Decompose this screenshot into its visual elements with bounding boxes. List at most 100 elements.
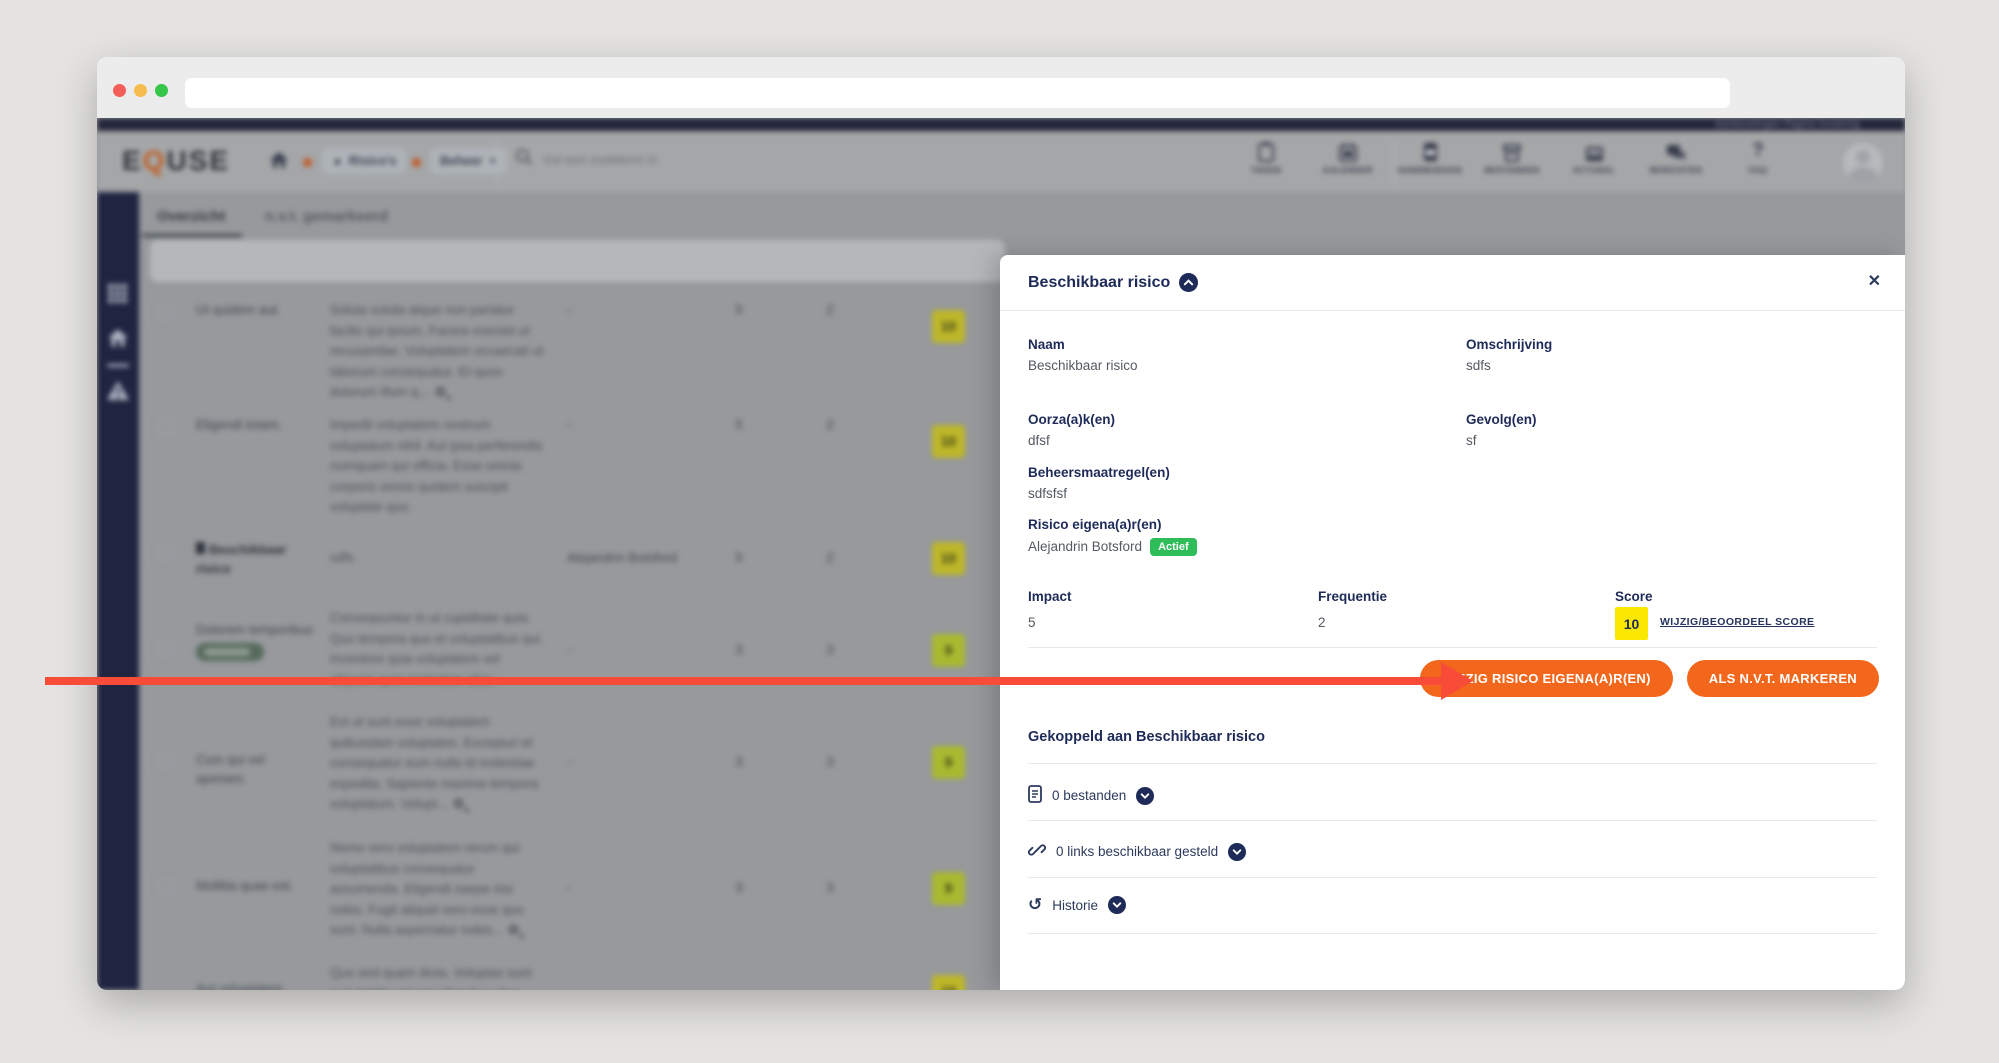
als-nvt-markeren-button[interactable]: ALS N.V.T. MARKEREN xyxy=(1686,660,1879,697)
risk-name[interactable]: Dolorem temporibus xyxy=(196,620,316,666)
logo-q: Q xyxy=(142,145,167,176)
risk-frequency: 2 xyxy=(826,550,834,565)
top-strip: Aanbevelingen Pagina Invoering xyxy=(97,118,1905,131)
chevron-down-icon[interactable] xyxy=(1228,842,1247,861)
search-icon xyxy=(515,148,533,171)
risk-name[interactable]: Ut quidem aut. xyxy=(196,302,281,317)
magnifier-icon[interactable] xyxy=(435,387,445,396)
document-icon xyxy=(196,542,205,554)
user-avatar[interactable] xyxy=(1843,143,1883,183)
bestanden-collapse-row[interactable]: 0 bestanden xyxy=(1028,785,1155,806)
row-checkbox[interactable] xyxy=(157,752,174,769)
tab-active-underline xyxy=(142,234,242,237)
risk-score-badge: 9 xyxy=(932,746,965,779)
close-icon[interactable]: ✕ xyxy=(1867,273,1881,290)
modal-divider xyxy=(1028,877,1877,878)
close-window-button[interactable] xyxy=(113,84,126,97)
risk-name[interactable]: Mollitia quae est. xyxy=(196,878,294,893)
toolbar-label: BERICHTEN xyxy=(1649,165,1703,175)
search-input[interactable]: Vul een zoekterm in xyxy=(515,148,657,171)
modal-divider xyxy=(1028,820,1877,821)
breadcrumb-beheer-dropdown[interactable]: Beheer ▼ xyxy=(430,148,508,174)
risk-description: sdfs xyxy=(330,550,354,565)
risico-eigenaar-value: Alejandrin Botsford Actief xyxy=(1028,538,1197,556)
breadcrumb-separator-dot xyxy=(412,158,421,167)
risk-description: Soluta soluta atque non pariatur facilis… xyxy=(330,302,544,399)
naam-label: Naam xyxy=(1028,337,1065,352)
question-mark-icon: ? xyxy=(1752,140,1764,161)
zoom-window-button[interactable] xyxy=(155,84,168,97)
link-icon xyxy=(1028,841,1046,862)
toolbar-item-kalender[interactable]: KALENDER xyxy=(1319,140,1377,175)
risk-score-badge: 10 xyxy=(932,425,965,458)
breadcrumb-risicos[interactable]: ▲ Risico's xyxy=(322,148,407,174)
row-checkbox[interactable] xyxy=(157,878,174,895)
risk-description: Impedit voluptatem nostrum voluptatum ni… xyxy=(330,417,543,514)
magnifier-icon[interactable] xyxy=(509,925,519,934)
search-placeholder: Vul een zoekterm in xyxy=(543,152,658,167)
top-strip-text: Aanbevelingen Pagina Invoering xyxy=(1715,119,1860,129)
browser-window: Aanbevelingen Pagina Invoering EQUSE ▲ R… xyxy=(97,57,1905,990)
risk-name[interactable]: Aut voluptatem xyxy=(196,981,283,990)
frequentie-value: 2 xyxy=(1318,615,1326,630)
score-label: Score xyxy=(1615,589,1653,604)
news-icon xyxy=(1585,140,1604,162)
toolbar-item-berichten[interactable]: BERICHTEN xyxy=(1647,140,1705,175)
magnifier-icon[interactable] xyxy=(454,799,464,808)
book-icon xyxy=(1423,140,1438,162)
minimize-window-button[interactable] xyxy=(134,84,147,97)
risk-impact: 5 xyxy=(735,302,743,317)
header-divider xyxy=(497,139,498,185)
beheersmaatregel-value: sdfsfsf xyxy=(1028,486,1068,501)
risk-frequency: 2 xyxy=(826,417,834,432)
sidebar-divider xyxy=(107,364,129,367)
modal-title: Beschikbaar risico xyxy=(1028,273,1199,292)
historie-collapse-row[interactable]: ↺ Historie xyxy=(1028,894,1127,915)
risk-name[interactable]: Beschikbaar risico xyxy=(196,542,287,576)
risk-score-badge: 9 xyxy=(932,634,965,667)
risk-name[interactable]: Eligendi totam. xyxy=(196,417,282,432)
file-icon xyxy=(1028,785,1042,806)
url-bar[interactable] xyxy=(185,78,1730,108)
risk-name[interactable]: Cum qui vel aperiam. xyxy=(196,752,265,786)
risk-owner: - xyxy=(567,417,572,432)
archive-box-icon xyxy=(1503,140,1521,162)
wijzig-beoordeel-score-link[interactable]: WIJZIG/BEOORDEEL SCORE xyxy=(1660,616,1815,628)
toolbar-item-taken[interactable]: TAKEN xyxy=(1237,140,1295,175)
warning-sidebar-icon[interactable] xyxy=(97,380,139,406)
tab-nvt-gemarkeerd[interactable]: n.v.t. gemarkeerd xyxy=(265,208,389,225)
row-checkbox[interactable] xyxy=(157,640,174,657)
modal-divider xyxy=(1028,933,1877,934)
risk-impact: 5 xyxy=(735,417,743,432)
risk-owner: - xyxy=(567,754,572,769)
grid-menu-icon[interactable] xyxy=(97,284,139,309)
links-label: 0 links beschikbaar gesteld xyxy=(1056,844,1219,859)
chevron-down-icon: ▼ xyxy=(488,156,498,166)
risk-score-badge: 10 xyxy=(932,975,965,990)
row-checkbox[interactable] xyxy=(157,544,174,561)
home-sidebar-icon[interactable] xyxy=(97,328,139,353)
risk-frequency: 3 xyxy=(826,880,834,895)
risk-description: Quo sed quam dicta. Voluptas sunt sed de… xyxy=(330,965,532,990)
tab-overzicht[interactable]: Overzicht xyxy=(157,208,226,225)
modal-divider xyxy=(1028,763,1877,764)
collapse-up-icon[interactable] xyxy=(1179,273,1199,292)
risk-impact: 3 xyxy=(735,754,743,769)
breadcrumb-beheer-label: Beheer xyxy=(440,154,483,168)
naam-value: Beschikbaar risico xyxy=(1028,358,1138,373)
toolbar-item-bestanden[interactable]: BESTANDEN xyxy=(1483,140,1541,175)
toolbar-label: FAQ xyxy=(1748,165,1768,175)
toolbar-item-handboeken[interactable]: HANDBOEKEN xyxy=(1398,140,1462,175)
row-checkbox[interactable] xyxy=(157,419,174,436)
links-collapse-row[interactable]: 0 links beschikbaar gesteld xyxy=(1028,841,1247,862)
chevron-down-icon[interactable] xyxy=(1108,896,1127,914)
chevron-down-icon[interactable] xyxy=(1136,786,1155,805)
toolbar-item-faq[interactable]: ? FAQ xyxy=(1729,140,1787,175)
row-checkbox[interactable] xyxy=(157,304,174,321)
history-icon: ↺ xyxy=(1028,894,1043,915)
app-background: Aanbevelingen Pagina Invoering EQUSE ▲ R… xyxy=(97,118,1905,990)
toolbar-item-actueel[interactable]: ACTUEEL xyxy=(1565,140,1623,175)
home-icon[interactable] xyxy=(269,151,291,171)
left-sidebar xyxy=(97,192,139,990)
warning-triangle-icon: ▲ xyxy=(332,155,343,167)
